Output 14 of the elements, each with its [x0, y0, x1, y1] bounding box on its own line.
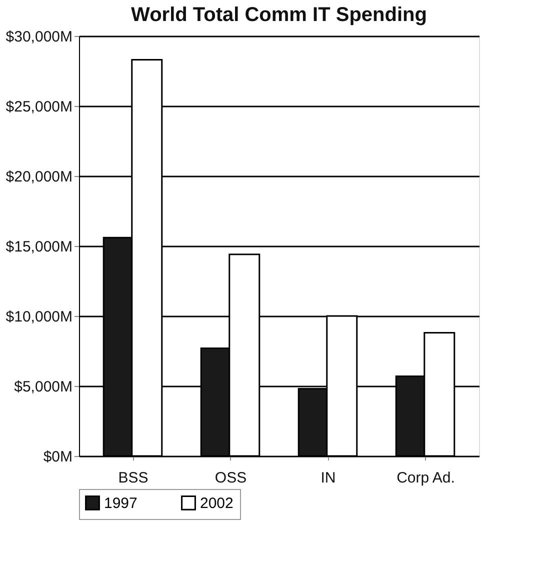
y-tick-label: $25,000M	[6, 98, 72, 116]
chart-title: World Total Comm IT Spending	[131, 4, 427, 26]
y-tick-label: $10,000M	[6, 308, 72, 326]
x-tick-label: BSS	[118, 470, 148, 486]
x-tick-label: Corp Ad.	[396, 470, 455, 486]
legend-label: 1997	[104, 494, 138, 512]
legend-label: 2002	[200, 494, 234, 512]
y-tick-label: $30,000M	[6, 28, 72, 46]
x-tick-label: IN	[320, 470, 336, 486]
y-tick-label: $0M	[43, 448, 72, 466]
y-tick-label: $15,000M	[6, 238, 72, 256]
y-tick-label: $5,000M	[14, 378, 72, 396]
y-tick-label: $20,000M	[6, 168, 72, 186]
x-tick-label: OSS	[214, 470, 247, 486]
